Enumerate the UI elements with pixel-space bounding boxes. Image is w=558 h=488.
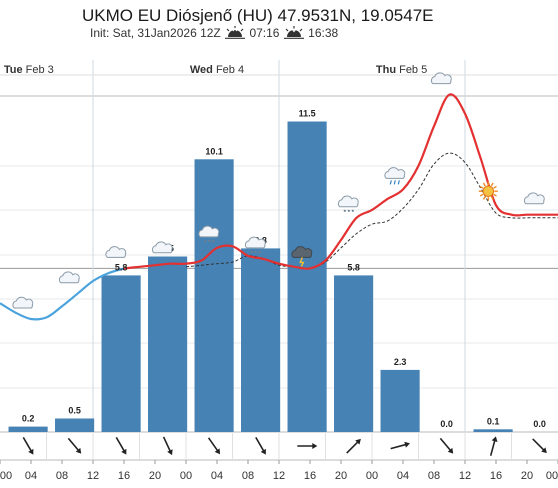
wind-row <box>0 432 558 461</box>
sunset-time: 16:38 <box>308 26 339 40</box>
precipitation-bars <box>8 121 513 433</box>
x-tick-label: 04 <box>211 470 223 482</box>
cloud-icon <box>12 296 34 309</box>
day-name: Tue <box>4 64 26 76</box>
day-date: Feb 4 <box>216 64 244 76</box>
x-tick-label: 04 <box>397 470 409 482</box>
sunset-icon <box>283 26 304 39</box>
x-tick-label: 12 <box>273 470 285 482</box>
precip-label: 0.1 <box>487 416 500 426</box>
day-date: Feb 5 <box>399 64 427 76</box>
precip-label: 0.5 <box>68 406 81 416</box>
cloud-rain-icon <box>384 167 406 185</box>
dewpoint-line <box>185 152 558 270</box>
cloud-icon <box>523 192 545 205</box>
precip-bar <box>334 275 374 432</box>
x-tick-label: 00 <box>0 470 12 482</box>
chart-title: UKMO EU Diósjenő (HU) 47.9531N, 19.0547E <box>82 6 434 25</box>
cloud-snow-icon <box>244 236 266 253</box>
day-label: Tue Feb 3 <box>4 64 54 76</box>
x-tick-label: 08 <box>242 470 254 482</box>
x-tick-label: 00 <box>180 470 192 482</box>
cloud-icon <box>105 246 127 258</box>
wind-arrow-icon <box>162 436 173 456</box>
x-tick-label: 00 <box>366 470 378 482</box>
temperature-series-cold <box>0 267 125 321</box>
precip-bar <box>194 159 234 433</box>
precip-label: 2.3 <box>394 357 407 367</box>
precip-label: 0.0 <box>440 419 453 429</box>
precip-bar <box>473 429 513 432</box>
x-tick-label: 08 <box>428 470 440 482</box>
day-date: Feb 3 <box>26 64 54 76</box>
precip-bar <box>101 275 141 432</box>
sunrise-icon <box>225 26 246 39</box>
precip-label: 10.1 <box>205 146 223 156</box>
cloud-icon <box>430 72 452 85</box>
temperature-series-warm <box>123 93 558 270</box>
sun-icon <box>478 181 498 201</box>
wind-arrow-icon <box>489 436 498 456</box>
x-tick-label: 16 <box>304 470 316 482</box>
dewpoint-series <box>185 152 558 270</box>
x-axis: 00 04 08 12 16 20 00 04 08 12 16 20 00 04 08 12 16 20 00 <box>0 460 558 482</box>
wind-arrow-icon <box>207 437 221 455</box>
x-tick-label: 16 <box>490 470 502 482</box>
x-tick-label: 04 <box>25 470 37 482</box>
precip-bar <box>55 418 95 432</box>
cloud-icon <box>58 271 80 284</box>
cloud-snow-icon <box>337 195 359 212</box>
x-tick-label: 16 <box>118 470 130 482</box>
wind-arrow-icon <box>297 443 318 449</box>
day-header: Tue Feb 3 Wed Feb 4 Thu Feb 5 <box>4 64 427 76</box>
weather-icons <box>12 72 545 309</box>
day-label: Thu Feb 5 <box>376 64 427 76</box>
cloud-icon <box>151 241 173 254</box>
chart-header: UKMO EU Diósjenő (HU) 47.9531N, 19.0547E… <box>82 6 434 40</box>
x-tick-label: 12 <box>87 470 99 482</box>
x-tick-label: 20 <box>149 470 161 482</box>
wind-arrow-icon <box>115 436 127 455</box>
init-line: Init: Sat, 31Jan2026 12Z 07:16 16:38 <box>90 26 434 40</box>
thunderstorm-icon <box>291 246 313 267</box>
wind-arrow-icon <box>255 436 266 455</box>
precip-bar <box>380 369 420 432</box>
day-name: Thu <box>376 64 399 76</box>
x-tick-label: 20 <box>335 470 347 482</box>
temperature-line <box>0 93 558 321</box>
wind-arrow-icon <box>439 437 454 454</box>
x-tick-label: 12 <box>459 470 471 482</box>
x-tick-label: 20 <box>521 470 533 482</box>
precip-label: 5.8 <box>347 262 360 272</box>
x-tick-label: 00 <box>546 470 558 482</box>
precip-bar <box>241 248 281 432</box>
wind-arrow-icon <box>22 436 34 455</box>
precip-label: 11.5 <box>299 109 316 119</box>
wind-arrow-icon <box>532 438 547 454</box>
x-tick-label: 08 <box>56 470 68 482</box>
init-label: Init: Sat, 31Jan2026 12Z <box>90 26 221 40</box>
wind-arrow-icon <box>390 441 410 450</box>
precip-label: 0.2 <box>22 414 35 424</box>
precip-label: 5.8 <box>115 262 128 272</box>
wind-arrow-icon <box>346 438 361 454</box>
precip-bar <box>8 426 48 432</box>
day-name: Wed <box>190 64 216 76</box>
precip-bar <box>148 256 188 432</box>
precip-label: 0.0 <box>533 419 546 429</box>
wind-arrow-icon <box>67 437 82 454</box>
precip-bar <box>287 121 327 432</box>
sunrise-time: 07:16 <box>249 26 280 40</box>
cloud-snow-icon <box>198 225 220 242</box>
day-label: Wed Feb 4 <box>190 64 244 76</box>
